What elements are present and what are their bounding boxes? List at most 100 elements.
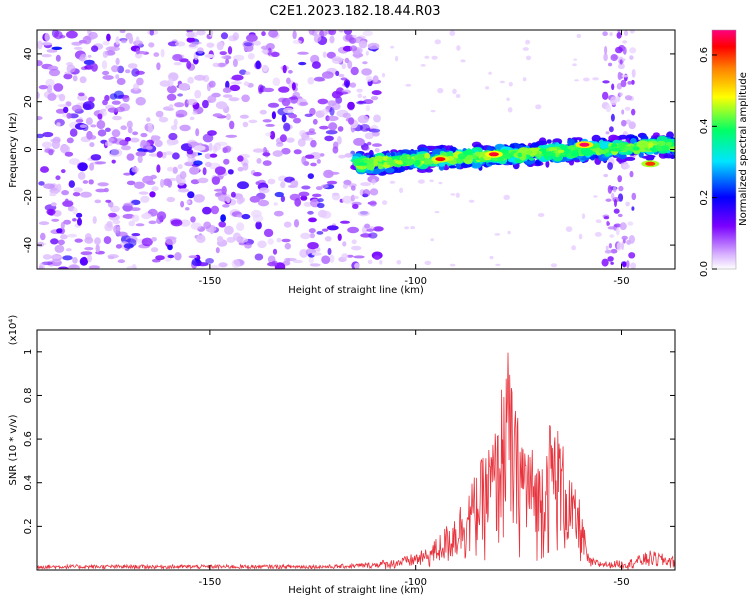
heatmap-noise-blob — [274, 191, 284, 198]
heatmap-noise-blob — [305, 154, 315, 159]
heatmap-noise-blob — [319, 125, 329, 130]
heatmap-noise-blob — [95, 244, 100, 253]
heatmap-noise-blob — [367, 259, 373, 265]
heatmap-band-blob — [385, 167, 395, 174]
heatmap-noise-blob — [366, 228, 375, 232]
heatmap-noise-blob — [179, 219, 191, 227]
heatmap-noise-blob — [113, 138, 126, 145]
heatmap-noise-blob — [38, 85, 48, 90]
heatmap-noise-blob — [38, 181, 45, 186]
heatmap-noise-blob — [37, 40, 43, 50]
heatmap-column-blob — [615, 46, 623, 54]
heatmap-noise-blob — [259, 109, 267, 115]
heatmap-noise-blob — [209, 225, 214, 235]
heatmap-noise-blob — [290, 95, 298, 104]
heatmap-noise-blob — [360, 182, 371, 187]
heatmap-noise-blob — [381, 73, 386, 78]
snr-x-tick-label: -150 — [199, 577, 222, 588]
heatmap-noise-blob — [340, 77, 348, 81]
heatmap-noise-blob — [298, 61, 307, 66]
heatmap-noise-blob — [430, 109, 436, 113]
heatmap-band-blob — [367, 159, 374, 164]
heatmap-noise-blob — [128, 220, 135, 227]
heatmap-noise-blob — [595, 219, 602, 223]
heatmap-column-blob — [616, 227, 620, 236]
heatmap-noise-blob — [236, 222, 245, 232]
heatmap-noise-blob — [107, 201, 114, 208]
colorbar-tick-label: 0.2 — [699, 190, 710, 206]
heatmap-noise-blob — [87, 254, 92, 263]
heatmap-noise-blob — [272, 77, 281, 86]
heatmap-noise-blob — [179, 171, 187, 180]
heatmap-noise-blob — [268, 30, 279, 38]
heatmap-noise-blob — [362, 189, 371, 197]
heatmap-column-blob — [619, 222, 627, 231]
heatmap-noise-blob — [101, 60, 108, 70]
heatmap-band-blob — [611, 143, 618, 149]
heatmap-noise-blob — [592, 77, 599, 81]
heatmap-noise-blob — [51, 46, 63, 50]
heatmap-noise-blob — [62, 112, 67, 118]
heatmap-band-blob — [629, 145, 635, 152]
heatmap-noise-blob — [298, 191, 310, 197]
heatmap-noise-blob — [573, 58, 577, 61]
heatmap-noise-blob — [300, 195, 308, 201]
heatmap-noise-blob — [374, 147, 380, 153]
heatmap-noise-blob — [166, 196, 176, 203]
heatmap-noise-blob — [123, 202, 135, 207]
heatmap-noise-blob — [115, 74, 120, 80]
heatmap-column-blob — [621, 241, 625, 251]
heatmap-noise-blob — [345, 34, 354, 41]
heatmap-band-blob — [617, 142, 626, 150]
heatmap-noise-blob — [90, 124, 97, 128]
heatmap-noise-blob — [123, 243, 134, 249]
heatmap-column-blob — [617, 175, 622, 183]
heatmap-noise-blob — [186, 149, 194, 155]
heatmap-noise-blob — [72, 257, 78, 264]
heatmap-noise-blob — [275, 142, 284, 147]
heatmap-noise-blob — [344, 153, 354, 158]
heatmap-noise-blob — [89, 142, 95, 148]
heatmap-noise-blob — [148, 125, 153, 134]
heatmap-band-blob — [630, 138, 637, 144]
heatmap-noise-blob — [130, 87, 142, 94]
heatmap-noise-blob — [468, 199, 475, 203]
heatmap-noise-blob — [239, 69, 247, 75]
heatmap-noise-blob — [503, 194, 511, 200]
heatmap-y-tick-label: 20 — [23, 95, 34, 108]
heatmap-noise-blob — [324, 236, 332, 242]
heatmap-noise-blob — [150, 247, 159, 253]
heatmap-noise-blob — [156, 211, 167, 221]
heatmap-noise-blob — [333, 141, 339, 150]
heatmap-noise-blob — [125, 69, 131, 74]
heatmap-noise-blob — [46, 49, 58, 53]
heatmap-noise-blob — [73, 46, 83, 51]
heatmap-noise-blob — [456, 45, 461, 51]
heatmap-noise-blob — [241, 213, 251, 220]
heatmap-noise-blob — [321, 108, 329, 115]
heatmap-noise-blob — [365, 105, 371, 112]
heatmap-noise-blob — [329, 254, 335, 263]
heatmap-x-tick-label: -150 — [199, 276, 222, 287]
heatmap-column-blob — [605, 131, 610, 135]
heatmap-noise-blob — [347, 226, 359, 234]
heatmap-noise-blob — [260, 45, 270, 50]
snr-x-tick-label: -100 — [404, 577, 427, 588]
heatmap-noise-blob — [63, 73, 73, 80]
heatmap-noise-blob — [57, 104, 68, 108]
heatmap-noise-blob — [172, 54, 183, 61]
heatmap-noise-blob — [77, 162, 88, 172]
heatmap-noise-blob — [122, 95, 130, 103]
heatmap-noise-blob — [226, 236, 236, 243]
heatmap-noise-blob — [37, 60, 43, 67]
heatmap-column-blob — [614, 198, 617, 208]
heatmap-noise-blob — [68, 158, 80, 165]
heatmap-noise-blob — [395, 55, 399, 62]
heatmap-column-blob — [616, 32, 622, 39]
heatmap-column-blob — [608, 243, 613, 249]
heatmap-noise-blob — [243, 81, 250, 86]
heatmap-noise-blob — [272, 248, 278, 255]
heatmap-noise-blob — [49, 255, 62, 260]
heatmap-noise-blob — [485, 86, 490, 90]
heatmap-noise-blob — [97, 182, 109, 187]
